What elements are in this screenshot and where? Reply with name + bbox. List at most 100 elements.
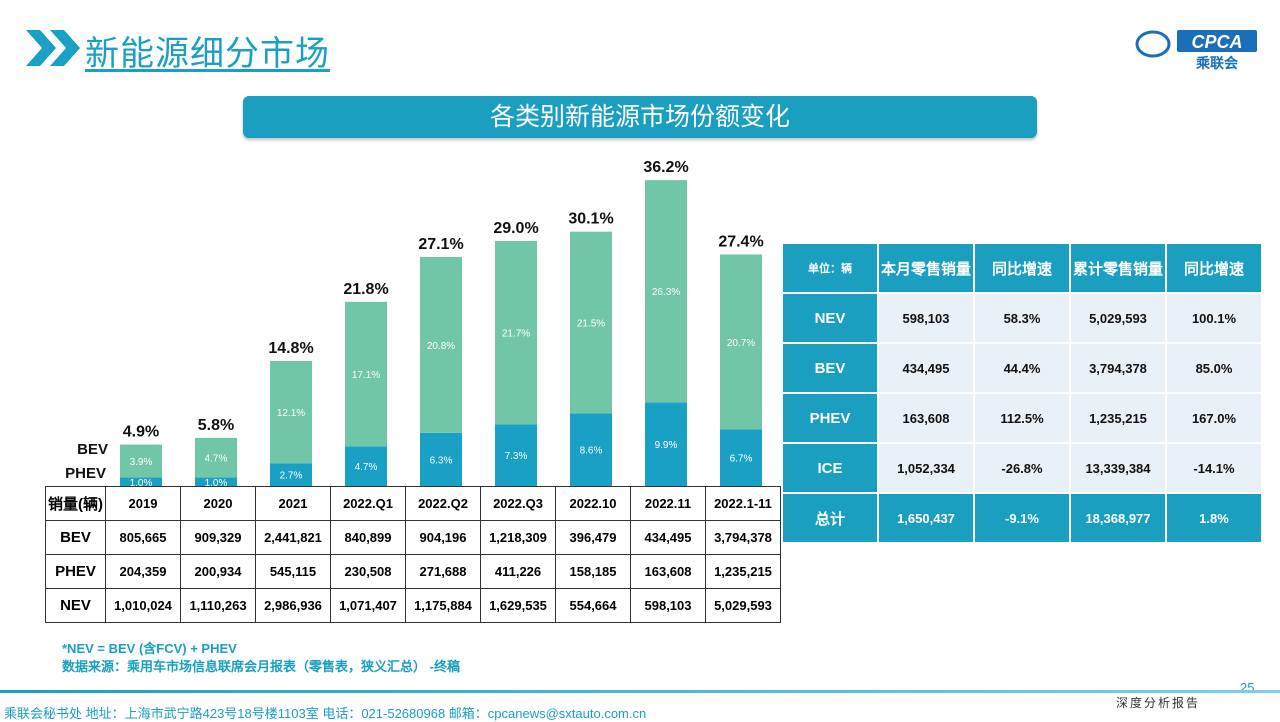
cell: 1,175,884 xyxy=(405,588,481,623)
header-cell: 2022.11 xyxy=(630,486,706,521)
total-label: 5.8% xyxy=(198,417,234,434)
svg-text:CPCA: CPCA xyxy=(1191,32,1242,52)
header-cell: 单位：辆 xyxy=(783,244,877,292)
cell: 3,794,378 xyxy=(705,520,781,555)
cell: 2,986,936 xyxy=(255,588,331,623)
cell: PHEV xyxy=(45,554,106,589)
cell: 1,110,263 xyxy=(180,588,256,623)
bar-label: 2.7% xyxy=(280,471,303,482)
cell: NEV xyxy=(45,588,106,623)
cell: 3,794,378 xyxy=(1071,344,1165,392)
nev-definition: *NEV = BEV (含FCV) + PHEV xyxy=(62,641,237,656)
cell: 200,934 xyxy=(180,554,256,589)
cell: 434,495 xyxy=(630,520,706,555)
bar-bev xyxy=(195,437,237,478)
page-title: 新能源细分市场 xyxy=(85,35,330,73)
header-cell: 2022.Q3 xyxy=(480,486,556,521)
bar-label: 4.7% xyxy=(355,462,378,473)
bar-label: 20.8% xyxy=(427,341,455,352)
bar-label: 4.7% xyxy=(205,454,228,465)
cell: PHEV xyxy=(783,394,877,442)
total-label: 27.1% xyxy=(418,236,463,253)
notes: *NEV = BEV (含FCV) + PHEV 数据来源：乘用车市场信息联席会… xyxy=(62,640,460,676)
cell: 230,508 xyxy=(330,554,406,589)
header-cell: 同比增速 xyxy=(1167,244,1261,292)
stacked-bar-chart: 1.0% 3.9% 4.9% 1.0% 4.7% 5.8% 2.7% 12.1% 14.8% 4.… xyxy=(65,159,764,486)
cell: 598,103 xyxy=(879,294,973,342)
bar-bev xyxy=(645,180,687,403)
cell: 904,196 xyxy=(405,520,481,555)
header-cell: 同比增速 xyxy=(975,244,1069,292)
volume-table: 销量(辆) 2019 2020 2021 2022.Q1 2022.Q2 2022.Q3 20… xyxy=(45,486,781,623)
bar-phev xyxy=(420,432,462,486)
cell: 554,664 xyxy=(555,588,631,623)
header-cell: 2022.1-11 xyxy=(705,486,781,521)
cell: 1,010,024 xyxy=(105,588,181,623)
cell: 805,665 xyxy=(105,520,181,555)
table-row: NEV 598,103 58.3% 5,029,593 100.1% xyxy=(783,294,1261,342)
bar-label: 1.0% xyxy=(205,478,228,486)
cell: 204,359 xyxy=(105,554,181,589)
cell: 840,899 xyxy=(330,520,406,555)
cell: 1,235,215 xyxy=(1071,394,1165,442)
bar-phev xyxy=(570,413,612,486)
bar-phev xyxy=(120,477,162,486)
cpca-logo: CPCA 乘联会 xyxy=(1135,22,1260,72)
table-row: BEV 805,665 909,329 2,441,821 840,899 904,196… xyxy=(45,520,781,555)
header-cell: 2022.Q1 xyxy=(330,486,406,521)
footer-slogan: 深度分析报告 xyxy=(1112,694,1205,711)
total-label: 4.9% xyxy=(123,424,159,441)
table-row: PHEV 163,608 112.5% 1,235,215 167.0% xyxy=(783,394,1261,442)
bar-label: 6.7% xyxy=(730,454,753,465)
total-label: 36.2% xyxy=(643,159,688,176)
bar-bev xyxy=(495,240,537,425)
bar-label: 6.3% xyxy=(430,455,453,466)
cell: 411,226 xyxy=(480,554,556,589)
cell: 598,103 xyxy=(630,588,706,623)
cell: 909,329 xyxy=(180,520,256,555)
cell: 1,650,437 xyxy=(879,494,973,542)
bar-phev xyxy=(720,429,762,486)
cell: 1,629,535 xyxy=(480,588,556,623)
bar-label: 7.3% xyxy=(505,451,528,462)
cell: 58.3% xyxy=(975,294,1069,342)
bar-phev xyxy=(270,463,312,486)
legend-bev: BEV xyxy=(77,441,108,458)
cell: ICE xyxy=(783,444,877,492)
cell: 2,441,821 xyxy=(255,520,331,555)
cell: 5,029,593 xyxy=(705,588,781,623)
total-row: 总计 1,650,437 -9.1% 18,368,977 1.8% xyxy=(783,494,1261,542)
bar-bev xyxy=(570,231,612,414)
header-cell: 销量(辆) xyxy=(45,486,106,521)
bar-bev xyxy=(420,257,462,433)
bar-label: 26.3% xyxy=(652,287,680,298)
cell: 1,071,407 xyxy=(330,588,406,623)
total-label: 30.1% xyxy=(568,211,613,228)
header-cell: 2021 xyxy=(255,486,331,521)
cell: 总计 xyxy=(783,494,877,542)
footer-divider xyxy=(0,690,1280,693)
cell: 167.0% xyxy=(1167,394,1261,442)
cell: 13,339,384 xyxy=(1071,444,1165,492)
bar-label: 21.7% xyxy=(502,329,530,340)
cell: 545,115 xyxy=(255,554,331,589)
data-source: 数据来源：乘用车市场信息联席会月报表（零售表，狭义汇总） -终稿 xyxy=(62,659,460,674)
header-cell: 2022.Q2 xyxy=(405,486,481,521)
cell: 1,235,215 xyxy=(705,554,781,589)
legend-phev: PHEV xyxy=(65,465,106,482)
header-cell: 本月零售销量 xyxy=(879,244,973,292)
bar-phev xyxy=(195,477,237,486)
table-row: PHEV 204,359 200,934 545,115 230,508 271,688 4… xyxy=(45,554,781,589)
total-label: 21.8% xyxy=(343,281,388,298)
cell: -26.8% xyxy=(975,444,1069,492)
cell: -9.1% xyxy=(975,494,1069,542)
bar-label: 1.0% xyxy=(130,478,153,486)
cell: 396,479 xyxy=(555,520,631,555)
cell: 18,368,977 xyxy=(1071,494,1165,542)
header-cell: 2022.10 xyxy=(555,486,631,521)
header-cell: 2020 xyxy=(180,486,256,521)
bar-label: 3.9% xyxy=(130,457,153,468)
total-label: 27.4% xyxy=(718,233,763,250)
bar-label: 8.6% xyxy=(580,446,603,457)
bar-phev xyxy=(495,424,537,486)
